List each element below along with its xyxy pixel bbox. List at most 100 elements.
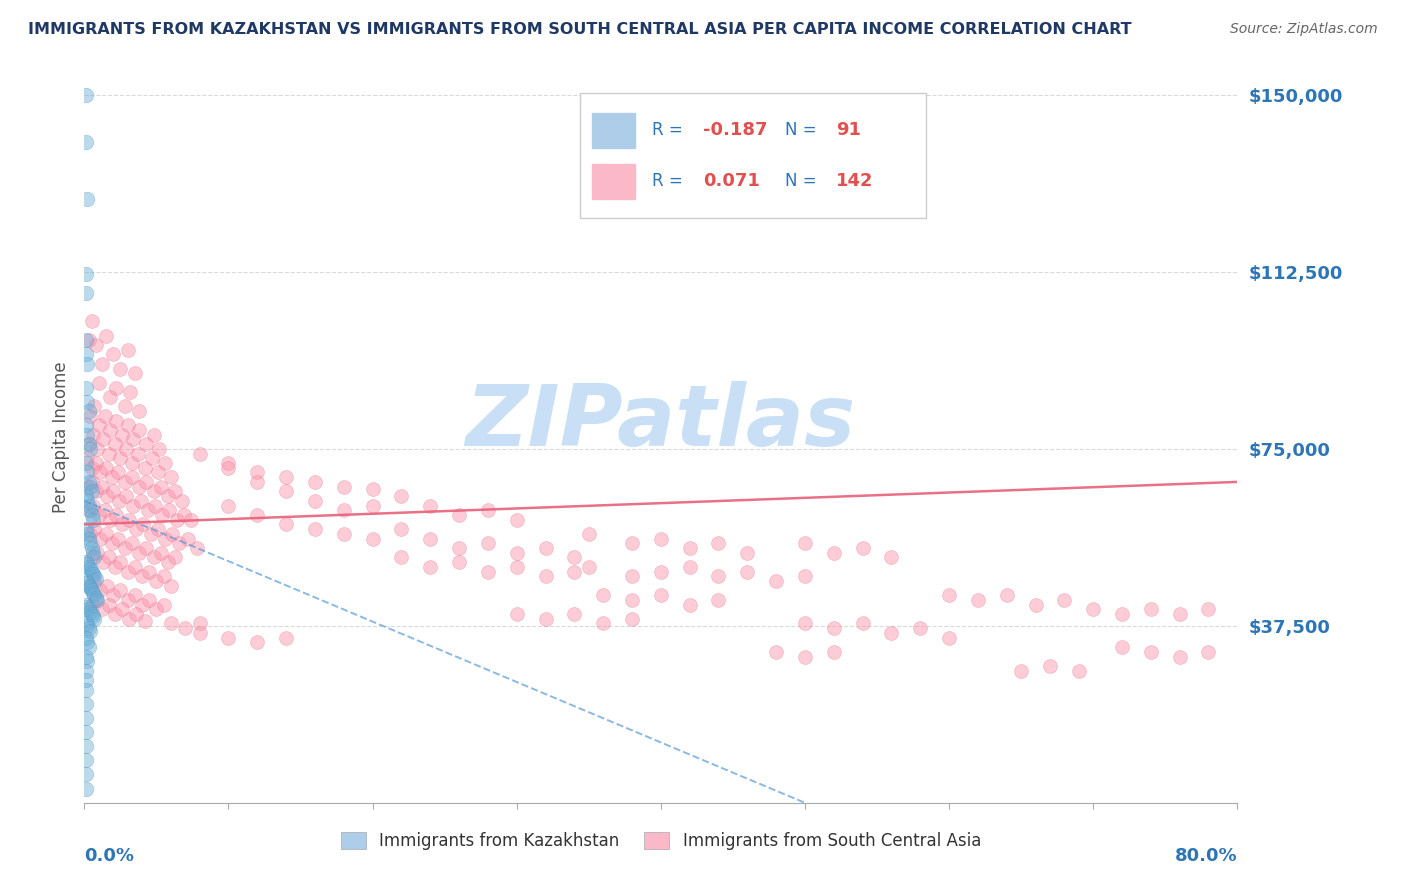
Point <box>108 493 131 508</box>
Point <box>852 616 875 631</box>
Point <box>94 328 117 343</box>
Point <box>75 682 97 697</box>
Point <box>75 380 97 394</box>
Point <box>79 579 101 593</box>
Point <box>76 619 98 633</box>
Point <box>87 508 110 522</box>
Point <box>449 541 471 555</box>
Point <box>122 499 145 513</box>
Point <box>86 546 108 560</box>
FancyBboxPatch shape <box>592 113 636 148</box>
Point <box>83 588 105 602</box>
Point <box>128 480 150 494</box>
Point <box>79 503 101 517</box>
Point <box>218 456 240 470</box>
Point <box>110 451 132 466</box>
Point <box>679 598 702 612</box>
Point <box>77 503 100 517</box>
Text: 91: 91 <box>837 121 860 139</box>
Point <box>477 503 499 517</box>
Point <box>75 753 97 767</box>
Point <box>534 541 557 555</box>
Point <box>477 536 499 550</box>
Point <box>391 522 413 536</box>
Point <box>160 616 183 631</box>
Point <box>160 579 183 593</box>
Point <box>82 513 104 527</box>
Point <box>534 569 557 583</box>
Point <box>75 555 97 569</box>
Point <box>91 433 114 447</box>
Point <box>80 314 103 328</box>
Point <box>1010 664 1032 678</box>
Point <box>165 484 187 499</box>
Point <box>80 460 103 475</box>
Point <box>218 499 240 513</box>
Point <box>131 598 153 612</box>
Point <box>823 546 845 560</box>
Point <box>77 499 100 513</box>
Point <box>77 602 100 616</box>
Point <box>115 489 138 503</box>
Point <box>156 555 179 569</box>
Point <box>82 566 104 581</box>
Point <box>578 559 600 574</box>
Point <box>218 631 240 645</box>
Point <box>83 400 105 414</box>
Point <box>564 550 586 565</box>
Point <box>1198 602 1220 616</box>
Point <box>75 347 97 361</box>
Point <box>111 517 134 532</box>
Point <box>80 565 103 579</box>
Point <box>121 470 143 484</box>
Point <box>76 558 98 572</box>
Point <box>105 413 128 427</box>
Point <box>188 626 211 640</box>
Text: -0.187: -0.187 <box>703 121 768 139</box>
Point <box>75 673 97 687</box>
Point <box>823 645 845 659</box>
Point <box>87 418 110 433</box>
Point <box>765 645 787 659</box>
Point <box>419 499 441 513</box>
Point <box>139 526 162 541</box>
Point <box>75 616 97 631</box>
Point <box>153 532 176 546</box>
Point <box>135 541 157 555</box>
Point <box>1111 640 1133 654</box>
Point <box>124 367 146 381</box>
Point <box>177 532 200 546</box>
Point <box>98 390 121 404</box>
Point <box>89 466 111 480</box>
Point <box>75 739 97 754</box>
Point <box>910 621 932 635</box>
Point <box>79 442 101 456</box>
Point <box>737 565 759 579</box>
Point <box>121 536 143 550</box>
Point <box>75 489 97 503</box>
Point <box>276 517 298 532</box>
Point <box>169 536 191 550</box>
Point <box>276 484 298 499</box>
Point <box>166 513 188 527</box>
Point <box>76 526 98 541</box>
Point <box>621 536 644 550</box>
Point <box>246 635 269 649</box>
Point <box>218 460 240 475</box>
Point <box>153 456 176 470</box>
Point <box>86 593 108 607</box>
Point <box>75 664 97 678</box>
Point <box>89 532 111 546</box>
Point <box>79 480 101 494</box>
Point <box>621 612 644 626</box>
Point <box>129 493 152 508</box>
Point <box>83 569 105 583</box>
Point <box>506 513 529 527</box>
Point <box>90 357 112 371</box>
Point <box>80 598 103 612</box>
Point <box>110 361 132 376</box>
Point <box>104 559 127 574</box>
Point <box>172 493 194 508</box>
Point <box>117 565 139 579</box>
Point <box>304 493 326 508</box>
